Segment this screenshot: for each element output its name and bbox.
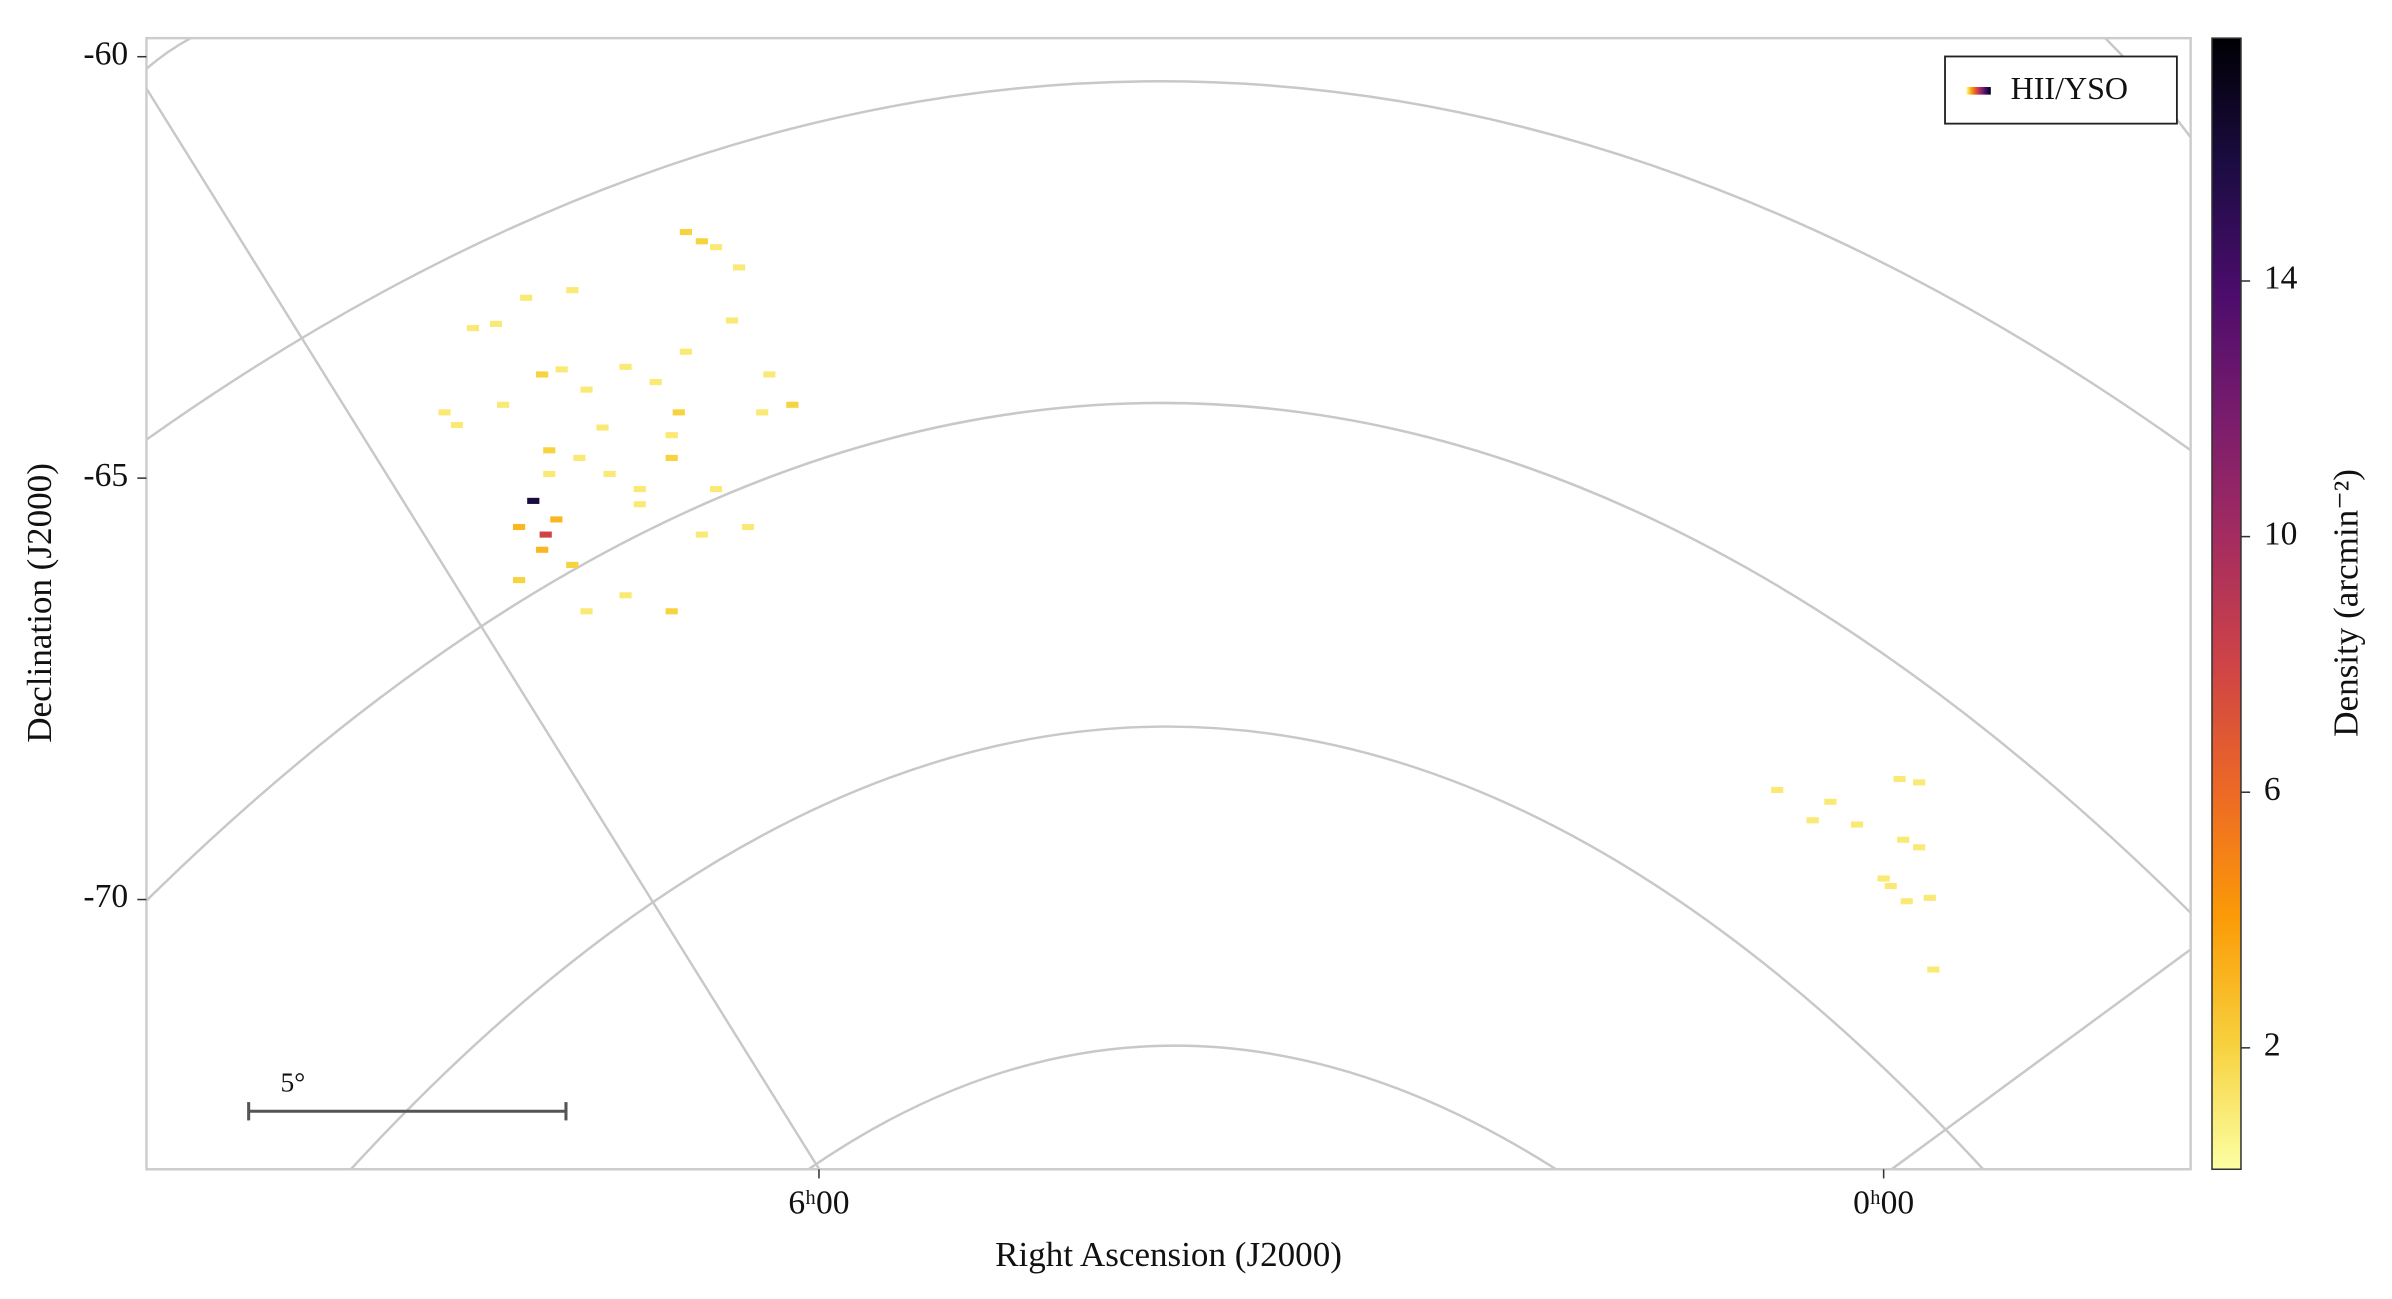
density-cell (633, 486, 646, 493)
density-cell (665, 608, 678, 615)
density-cell (1893, 775, 1906, 783)
density-cell (580, 386, 593, 393)
y-tick-label: -65 (83, 457, 128, 494)
density-cell (695, 238, 708, 245)
density-cell (679, 348, 692, 355)
colorbar (2211, 37, 2242, 1171)
density-cell (649, 378, 662, 386)
density-cell (1850, 821, 1864, 828)
colorbar-tick-label: 6 (2264, 771, 2281, 808)
density-cell (573, 454, 586, 461)
density-cell (763, 371, 776, 378)
colorbar-tick-label: 2 (2264, 1027, 2281, 1064)
density-cell (1884, 883, 1897, 890)
density-cell (665, 432, 678, 439)
density-cell (527, 497, 540, 504)
density-cell (550, 516, 563, 523)
density-cell (497, 401, 510, 408)
scale-bar-label: 5° (281, 1068, 306, 1098)
density-cell (786, 401, 799, 408)
density-cell (438, 409, 451, 416)
legend-swatch (1966, 87, 1991, 95)
density-cell (566, 287, 579, 294)
graticule (145, 37, 2192, 1171)
density-cell (543, 447, 556, 454)
colorbar-tick-label: 14 (2264, 260, 2298, 297)
density-cell (1877, 875, 1890, 882)
density-cell (695, 531, 708, 538)
density-cell (741, 523, 755, 531)
density-cell (1771, 786, 1784, 794)
y-tick-label: -70 (83, 878, 128, 915)
density-cell (466, 325, 480, 332)
density-cell (520, 294, 533, 301)
colorbar-label: Density (arcmin⁻²) (2326, 469, 2365, 737)
density-cell (633, 501, 646, 508)
density-cell (603, 470, 616, 477)
density-cell (450, 421, 464, 429)
density-cell (536, 546, 549, 553)
colorbar-tick-label: 10 (2264, 515, 2298, 552)
density-cell (709, 486, 723, 493)
legend-label: HII/YSO (2011, 70, 2128, 106)
density-cell (489, 320, 503, 327)
density-cell (566, 561, 579, 568)
density-cell (536, 371, 549, 378)
points (438, 228, 1940, 973)
y-axis-label: Declination (J2000) (20, 463, 59, 743)
density-cell (619, 363, 632, 370)
plot-frame (145, 36, 2192, 1171)
density-cell (1806, 817, 1819, 824)
x-tick-label: 6ʰ00 (788, 1185, 849, 1222)
density-cell (733, 264, 746, 271)
density-cell (543, 470, 556, 477)
density-cell (672, 409, 685, 416)
density-cell (512, 523, 526, 531)
density-cell (756, 409, 769, 416)
density-cell (679, 228, 692, 236)
density-cell (596, 424, 609, 431)
density-cell (1923, 894, 1936, 901)
density-cell (1824, 798, 1837, 805)
x-axis-label: Right Ascension (J2000) (995, 1235, 1342, 1274)
density-cell (1927, 966, 1940, 973)
density-cell (709, 244, 723, 251)
density-cell (1897, 836, 1910, 843)
density-cell (725, 317, 739, 324)
density-cell (512, 577, 526, 584)
density-cell (555, 366, 568, 373)
density-cell (539, 531, 552, 538)
y-tick-label: -60 (83, 35, 128, 72)
density-cell (1913, 779, 1926, 786)
density-cell (665, 454, 678, 461)
x-tick-label: 0ʰ00 (1853, 1185, 1914, 1222)
density-cell (1913, 844, 1926, 851)
density-cell (580, 608, 593, 615)
density-cell (619, 592, 632, 599)
density-cell (1900, 898, 1913, 905)
